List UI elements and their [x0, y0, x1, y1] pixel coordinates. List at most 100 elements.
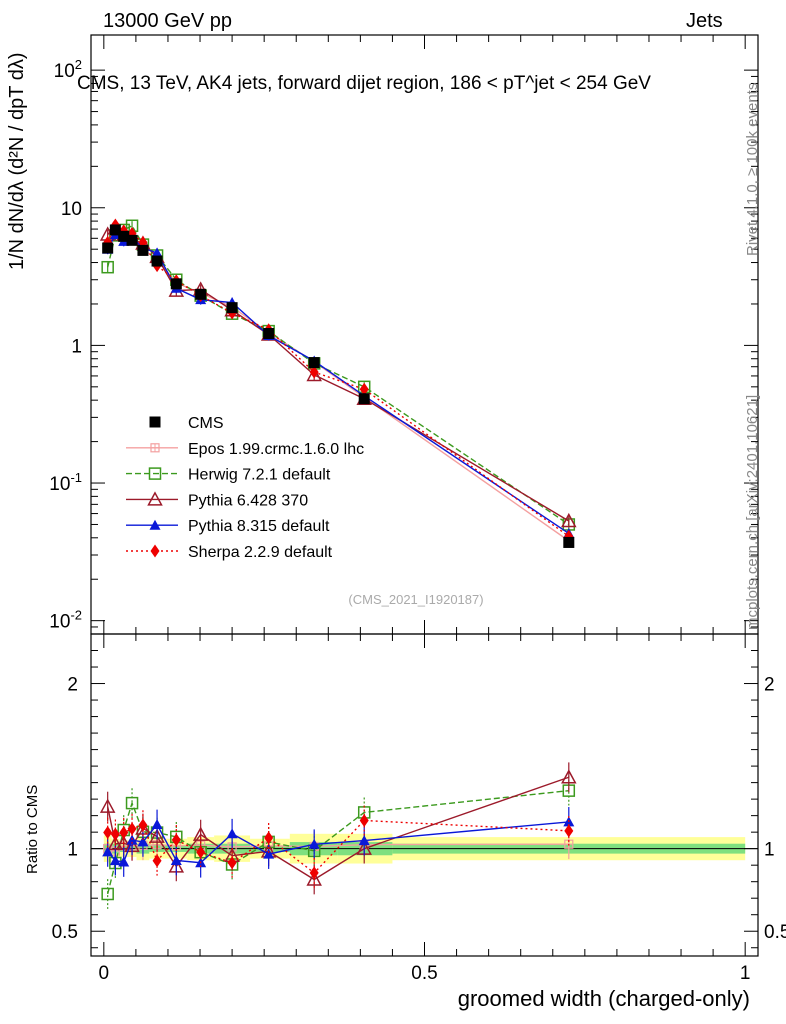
- data-point: [109, 224, 121, 236]
- data-point: [170, 854, 182, 865]
- legend-marker: [149, 416, 161, 428]
- data-point: [102, 242, 114, 254]
- mcplots-label: mcplots.cern.ch [arXiv:2401.10621]: [744, 394, 761, 630]
- data-point: [564, 824, 574, 838]
- data-point: [308, 838, 320, 849]
- x-tick-label: 0: [99, 963, 110, 984]
- data-point: [309, 365, 319, 379]
- data-point: [151, 247, 163, 258]
- data-point: [227, 856, 237, 870]
- data-point: [118, 856, 130, 867]
- legend-label: CMS: [188, 415, 224, 432]
- y-tick-label: 10-2: [49, 608, 82, 633]
- data-point: [306, 871, 322, 886]
- data-point: [359, 813, 369, 827]
- ratio-series: [99, 762, 577, 909]
- series-line-sherpa: [107, 223, 570, 537]
- legend-marker: [149, 519, 161, 530]
- data-point: [306, 366, 322, 382]
- data-point: [192, 826, 209, 841]
- data-point: [138, 818, 148, 832]
- data-point: [99, 798, 116, 813]
- data-point: [171, 833, 181, 847]
- ratio-tick-label-right: 0.5: [764, 922, 786, 943]
- legend-item-pythia6: Pythia 6.428 370: [126, 491, 308, 509]
- ratio-axes: 0.5 0.5 1 1 2 2 0 0.5 1: [52, 633, 786, 984]
- main-series: [99, 218, 577, 548]
- data-point: [152, 854, 162, 868]
- x-axis-label: groomed width (charged-only): [457, 986, 750, 1011]
- legend-label: Herwig 7.2.1 default: [188, 467, 331, 484]
- legend-label: Sherpa 2.2.9 default: [188, 544, 333, 561]
- x-tick-label: 0.5: [411, 963, 437, 984]
- legend: CMS Epos 1.99.crmc.1.6.0 lhc Herwig 7.2.1 …: [126, 415, 364, 561]
- legend-item-cms: CMS: [149, 415, 224, 432]
- ratio-tick-label: 0.5: [52, 922, 78, 943]
- data-point: [110, 827, 120, 841]
- main-axes: 10-2 10-1 1 10 102: [49, 34, 759, 635]
- legend-label: Epos 1.99.crmc.1.6.0 lhc: [188, 441, 364, 458]
- data-point: [101, 887, 114, 901]
- data-point: [127, 822, 137, 836]
- data-point: [109, 855, 121, 866]
- x-tick-label: 1: [740, 963, 751, 984]
- y-tick-label: 10-1: [49, 470, 82, 495]
- data-point: [137, 836, 149, 847]
- ratio-tick-label-right: 2: [764, 675, 775, 696]
- legend-label: Pythia 8.315 default: [188, 518, 330, 535]
- data-point: [137, 244, 149, 256]
- data-point: [151, 255, 163, 267]
- legend-label: Pythia 6.428 370: [188, 492, 308, 509]
- data-point: [226, 302, 238, 314]
- data-point: [309, 866, 319, 880]
- data-point: [358, 393, 370, 405]
- data-point: [102, 846, 114, 857]
- legend-item-herwig: Herwig 7.2.1 default: [126, 467, 331, 484]
- data-point: [126, 234, 138, 246]
- data-point: [101, 260, 114, 274]
- ratio-series-pythia8: [102, 807, 575, 878]
- data-point: [561, 512, 577, 528]
- energy-label: 13000 GeV pp: [103, 10, 232, 32]
- data-point: [263, 848, 275, 859]
- data-point: [103, 825, 113, 839]
- data-point: [358, 835, 370, 846]
- y-axis-label: 1/N dN/dλ (d²N / dpT dλ): [6, 52, 28, 270]
- data-point: [195, 288, 207, 300]
- data-point: [563, 536, 575, 548]
- chart-title: CMS, 13 TeV, AK4 jets, forward dijet reg…: [77, 73, 651, 94]
- data-point: [264, 831, 274, 845]
- y-tick-label: 1: [71, 336, 82, 357]
- data-point: [170, 278, 182, 290]
- data-point: [561, 769, 577, 784]
- data-point: [118, 230, 130, 242]
- data-point: [151, 819, 163, 830]
- legend-item-epos: Epos 1.99.crmc.1.6.0 lhc: [126, 441, 364, 458]
- y-tick-label: 102: [54, 57, 82, 82]
- legend-marker: [148, 467, 162, 480]
- data-point: [359, 382, 369, 396]
- y-tick-label: 10: [61, 199, 82, 220]
- ratio-series-sherpa: [103, 805, 574, 888]
- analysis-watermark: (CMS_2021_I1920187): [348, 592, 483, 607]
- legend-item-sherpa: Sherpa 2.2.9 default: [126, 544, 333, 561]
- legend-marker: [150, 544, 160, 558]
- series-cms: [102, 224, 575, 548]
- data-point: [196, 845, 206, 859]
- data-point: [226, 828, 238, 839]
- ratio-tick-label-right: 1: [764, 840, 775, 861]
- data-point: [149, 828, 165, 843]
- series-herwig: [101, 219, 576, 531]
- data-point: [125, 796, 139, 810]
- ratio-tick-label: 1: [67, 840, 78, 861]
- ratio-tick-label: 2: [67, 675, 78, 696]
- legend-marker: [147, 491, 163, 506]
- legend-item-pythia8: Pythia 8.315 default: [126, 518, 330, 535]
- legend-marker: [150, 443, 160, 453]
- category-label: Jets: [686, 10, 723, 32]
- data-point: [263, 328, 275, 340]
- ratio-axis-label: Ratio to CMS: [24, 784, 41, 874]
- data-point: [308, 357, 320, 369]
- data-point: [119, 826, 129, 840]
